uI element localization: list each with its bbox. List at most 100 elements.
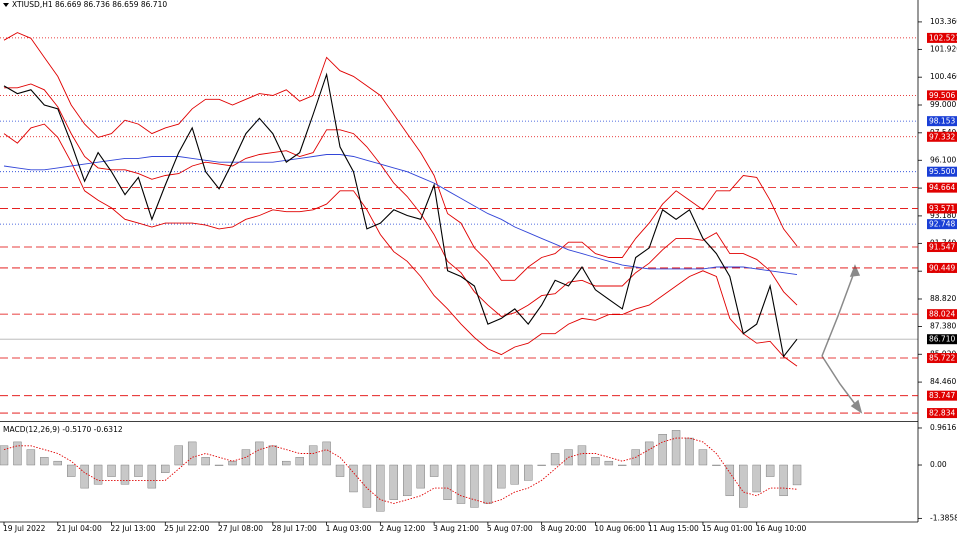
level-label: 86.710 [929, 335, 955, 344]
x-tick-label: 5 Aug 07:00 [487, 524, 533, 533]
signal-line [3, 437, 798, 504]
x-tick-label: 8 Aug 20:00 [541, 524, 587, 533]
histogram-bar [335, 464, 345, 477]
histogram-bar [174, 445, 183, 466]
y-tick-label: 0.00 [930, 460, 947, 469]
histogram-bar [497, 464, 506, 489]
histogram-bar [456, 464, 466, 504]
histogram-bar [67, 464, 76, 477]
y-tick-label: 100.460 [930, 72, 957, 81]
y-tick-label: 103.360 [930, 17, 957, 26]
level-label-bg [927, 131, 957, 142]
macd-title: MACD(12,26,9) -0.5170 -0.6312 [3, 425, 123, 434]
histogram-bar [322, 441, 331, 466]
histogram-bar [779, 464, 788, 497]
level-label-bg [927, 116, 957, 127]
arrow-up [821, 269, 856, 357]
series-line [4, 83, 798, 317]
symbol-menu-icon[interactable] [3, 3, 9, 7]
histogram-bar [308, 445, 318, 466]
level-label: 95.500 [929, 167, 955, 176]
level-label-bg [927, 242, 957, 253]
series-line [3, 32, 798, 281]
y-tick-label: 101.920 [930, 44, 957, 53]
histogram-bar [282, 460, 291, 466]
histogram-bar [389, 464, 398, 500]
histogram-bar [134, 464, 143, 477]
histogram-bar [349, 464, 358, 493]
histogram-bar [228, 460, 237, 466]
y-tick-label: 0.9616 [930, 423, 956, 432]
level-label: 85.722 [929, 354, 955, 363]
series-line [3, 72, 798, 358]
x-tick-label: 11 Aug 15:00 [648, 524, 699, 533]
x-tick-label: 16 Aug 10:00 [756, 524, 807, 533]
histogram-bar [510, 464, 519, 485]
projection-arrows [821, 264, 863, 414]
histogram-bar [752, 464, 761, 493]
histogram-bar [40, 457, 49, 466]
histogram-bar [537, 464, 546, 466]
histogram-bar [0, 445, 9, 466]
x-tick-label: 2 Aug 12:00 [379, 524, 425, 533]
level-label-bg [927, 262, 957, 273]
x-tick-label: 22 Jul 13:00 [111, 524, 156, 533]
level-label-bg [927, 203, 957, 214]
level-label: 92.748 [929, 220, 955, 229]
histogram-bar [255, 441, 264, 466]
level-label-bg [927, 166, 957, 177]
histogram-bar [429, 464, 439, 477]
x-tick-label: 3 Aug 21:00 [433, 524, 479, 533]
x-tick-label: 19 Jul 2022 [3, 524, 46, 533]
histogram-bar [725, 464, 735, 497]
histogram-bar [295, 457, 304, 466]
level-label-bg [927, 390, 957, 401]
level-label-bg [927, 309, 957, 320]
histogram-bar [644, 441, 654, 466]
x-tick-label: 27 Jul 08:00 [218, 524, 263, 533]
histogram-bar [792, 464, 802, 486]
histogram-bar [214, 464, 224, 466]
histogram-bar [201, 457, 210, 466]
level-label: 98.153 [929, 117, 955, 126]
x-tick-label: 10 Aug 06:00 [594, 524, 645, 533]
histogram-bar [80, 464, 89, 489]
histogram-bar [577, 445, 587, 466]
y-tick-label: 93.180 [930, 211, 956, 220]
histogram-bar [13, 441, 22, 466]
level-label-bg [927, 353, 957, 364]
level-label-bg [927, 334, 957, 345]
x-tick-label: 1 Aug 03:00 [326, 524, 372, 533]
histogram-bar [604, 460, 614, 466]
arrow-down [821, 355, 859, 409]
histogram-bar [26, 449, 36, 466]
histogram-bar [443, 464, 452, 500]
level-label: 83.747 [929, 391, 955, 400]
arrow-head [849, 264, 861, 277]
histogram-bar [712, 464, 721, 466]
histogram-bar [618, 464, 627, 466]
histogram-bar [241, 449, 251, 466]
level-label: 90.449 [929, 263, 955, 272]
histogram-bar [93, 464, 103, 485]
histogram-bar [739, 464, 748, 508]
histogram-bar [187, 441, 197, 466]
level-label: 93.571 [929, 204, 955, 213]
x-tick-label: 21 Jul 04:00 [57, 524, 102, 533]
level-label-bg [927, 408, 957, 419]
series-line [3, 123, 798, 367]
y-tick-label: 88.820 [930, 294, 956, 303]
level-label: 97.332 [929, 132, 955, 141]
level-label: 102.521 [929, 33, 957, 42]
y-tick-label: -1.3858 [930, 513, 957, 522]
x-tick-label: 15 Aug 01:00 [702, 524, 753, 533]
histogram-bar [470, 464, 479, 508]
histogram-bar [161, 464, 170, 473]
level-label-bg [927, 219, 957, 230]
histogram-bar [765, 464, 775, 477]
level-label: 82.834 [929, 409, 955, 418]
level-label-bg [927, 32, 957, 43]
y-tick-label: 96.100 [930, 155, 956, 164]
level-label: 88.024 [929, 310, 955, 319]
